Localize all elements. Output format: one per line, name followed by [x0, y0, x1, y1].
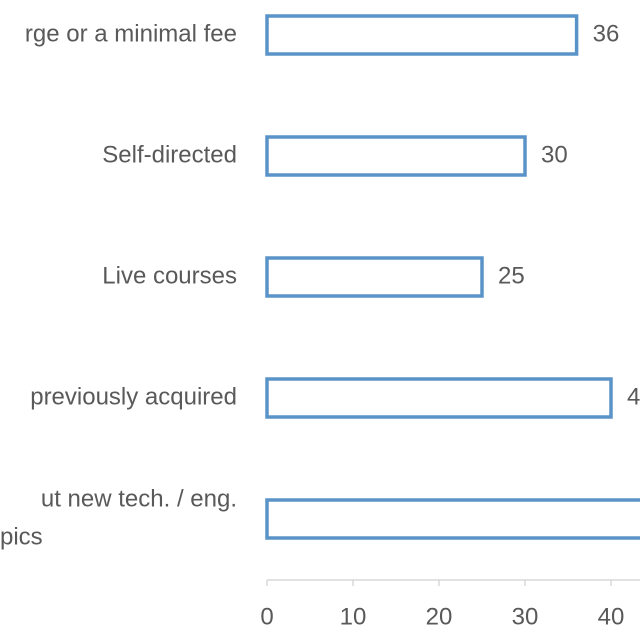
y-tick-label: Live courses	[102, 262, 237, 289]
y-tick-label: rge or a minimal fee	[25, 20, 237, 47]
y-tick-label: Self-directed	[102, 141, 237, 168]
bar	[265, 498, 640, 540]
y-tick-label: pics	[0, 523, 43, 550]
x-tick-label: 10	[340, 603, 367, 630]
value-label: 40	[627, 383, 640, 410]
x-tick-label: 30	[512, 603, 539, 630]
x-tick-label: 20	[426, 603, 453, 630]
x-tick-label: 0	[260, 603, 273, 630]
bar	[265, 377, 613, 419]
x-tick-label: 40	[598, 603, 625, 630]
y-tick-label: previously acquired	[30, 383, 237, 410]
value-label: 36	[593, 20, 620, 47]
bar	[265, 14, 579, 56]
value-label: 25	[498, 262, 525, 289]
bar	[265, 135, 527, 177]
value-label: 30	[541, 141, 568, 168]
y-tick-label: ut new tech. / eng.	[41, 485, 237, 512]
bar	[265, 256, 484, 298]
